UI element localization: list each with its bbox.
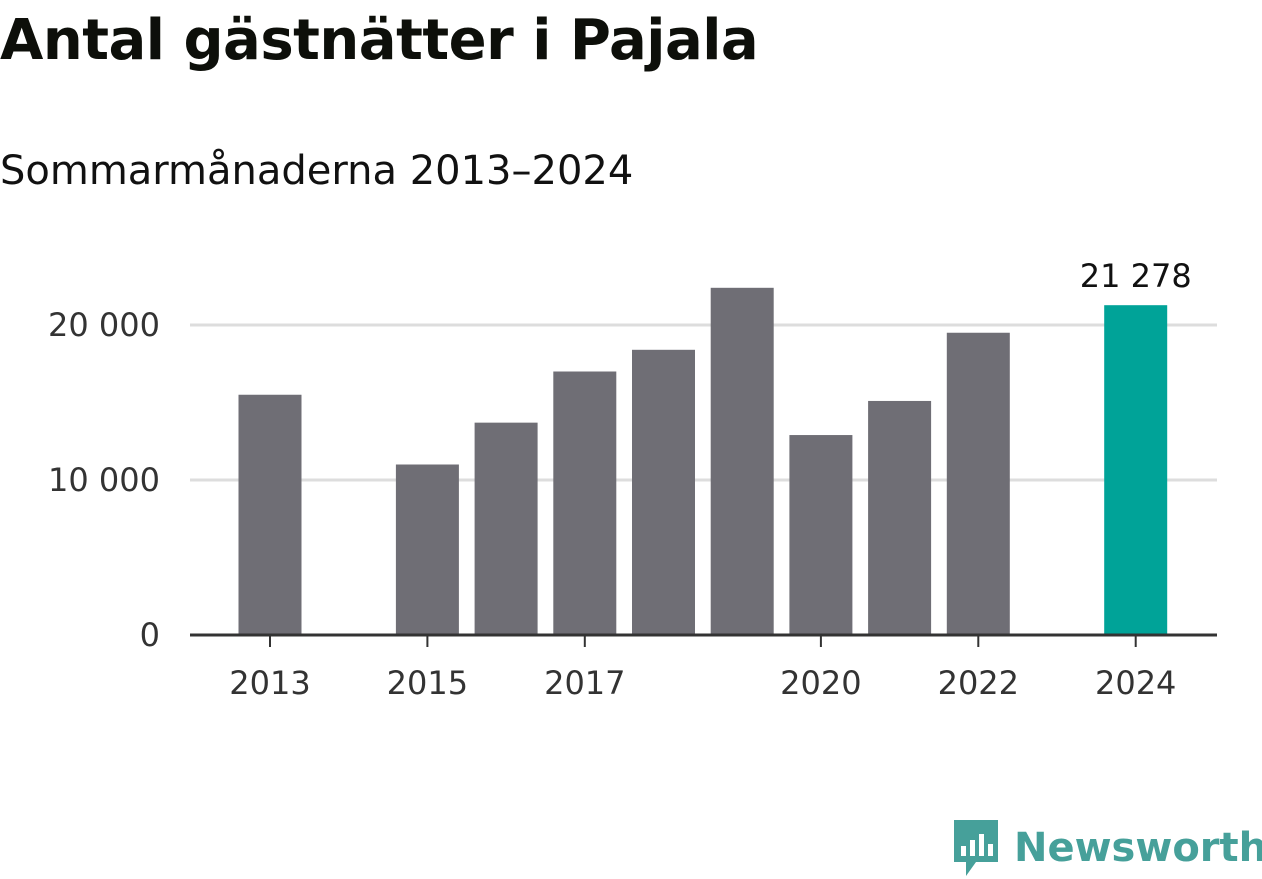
- chart-subtitle: Sommarmånaderna 2013–2024: [0, 148, 634, 194]
- logo-text: Newsworthy: [1014, 825, 1262, 871]
- newsworthy-logo: Newsworthy: [950, 818, 1262, 878]
- bar-chart-speech-bubble-icon: [954, 820, 998, 876]
- bar-2017: [553, 371, 617, 635]
- x-tick-label: 2015: [387, 664, 468, 702]
- bar-2016: [474, 422, 538, 635]
- gridlines: [190, 323, 1217, 482]
- chart-title: Antal gästnätter i Pajala: [0, 8, 759, 73]
- bar-2018: [632, 349, 695, 635]
- bar-2013: [238, 394, 302, 635]
- bar-2022: [946, 332, 1010, 635]
- x-tick-label: 2024: [1095, 664, 1176, 702]
- bar-2021: [868, 400, 932, 635]
- x-tick-label: 2017: [544, 664, 625, 702]
- bar-2024: [1104, 305, 1168, 635]
- y-tick-label: 0: [140, 616, 160, 654]
- bar-2019: [710, 287, 774, 635]
- x-axis: [190, 633, 1217, 647]
- x-axis-labels: 2013 2015 2017 2020 2022 2024: [229, 664, 1176, 702]
- y-axis-labels: 0 10 000 20 000: [48, 306, 160, 654]
- x-tick-label: 2022: [938, 664, 1019, 702]
- y-tick-label: 20 000: [48, 306, 160, 344]
- x-tick-label: 2020: [780, 664, 861, 702]
- bar-2020: [789, 435, 853, 635]
- bars: [238, 287, 1168, 635]
- annotations: 21 278: [1080, 257, 1192, 295]
- x-tick-label: 2013: [229, 664, 310, 702]
- y-tick-label: 10 000: [48, 461, 160, 499]
- bar-2015: [395, 464, 459, 635]
- highlight-value-label: 21 278: [1080, 257, 1192, 295]
